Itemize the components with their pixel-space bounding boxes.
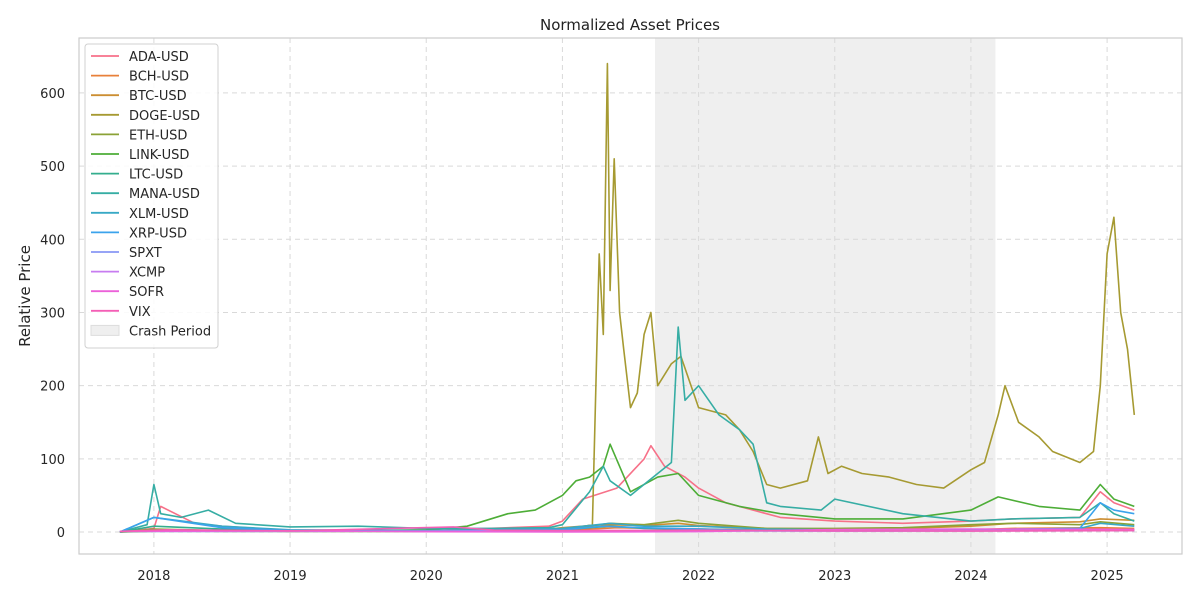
y-axis-label: Relative Price: [16, 245, 34, 347]
x-tick-label: 2021: [546, 569, 579, 584]
legend-label: SPXT: [129, 246, 162, 261]
legend-label: MANA-USD: [129, 187, 200, 202]
series-line-xrp-usd: [119, 501, 1135, 533]
series-line-mana-usd: [119, 326, 1135, 533]
legend-label: Crash Period: [129, 324, 211, 339]
y-tick-label: 200: [40, 380, 65, 395]
y-tick-label: 500: [40, 160, 65, 175]
legend-label: XRP-USD: [129, 226, 187, 241]
x-tick-label: 2025: [1091, 569, 1124, 584]
legend-label: XLM-USD: [129, 207, 189, 222]
legend-swatch: [90, 324, 120, 336]
x-tick-label: 2020: [410, 569, 443, 584]
chart-title: Normalized Asset Prices: [540, 16, 720, 34]
legend-label: DOGE-USD: [129, 109, 200, 124]
legend-label: BTC-USD: [129, 89, 187, 104]
x-tick-label: 2018: [137, 569, 170, 584]
x-tick-label: 2022: [682, 569, 715, 584]
legend-label: ETH-USD: [129, 128, 187, 143]
x-tick-label: 2023: [818, 569, 851, 584]
y-tick-label: 0: [57, 526, 65, 541]
series-lines: [119, 62, 1136, 533]
legend-label: BCH-USD: [129, 70, 189, 85]
y-tick-label: 400: [40, 233, 65, 248]
legend-label: LINK-USD: [129, 148, 189, 163]
x-tick-label: 2019: [274, 569, 307, 584]
legend-label: ADA-USD: [129, 50, 189, 65]
series-line-vix: [119, 526, 1135, 533]
y-tick-label: 300: [40, 306, 65, 321]
legend-label: XCMP: [129, 266, 165, 281]
legend-label: VIX: [129, 305, 151, 320]
x-tick-label: 2024: [954, 569, 987, 584]
y-tick-label: 100: [40, 453, 65, 468]
series-line-doge-usd: [119, 62, 1136, 533]
plot-frame: [78, 37, 1183, 555]
y-tick-label: 600: [40, 87, 65, 102]
plot-area: [79, 38, 1182, 554]
legend-label: LTC-USD: [129, 168, 183, 183]
legend: ADA-USD BCH-USD BTC-USD DOGE-USD ETH-USD LINK…: [84, 43, 219, 349]
legend-label: SOFR: [129, 285, 164, 300]
crash-period-band: [655, 38, 996, 554]
